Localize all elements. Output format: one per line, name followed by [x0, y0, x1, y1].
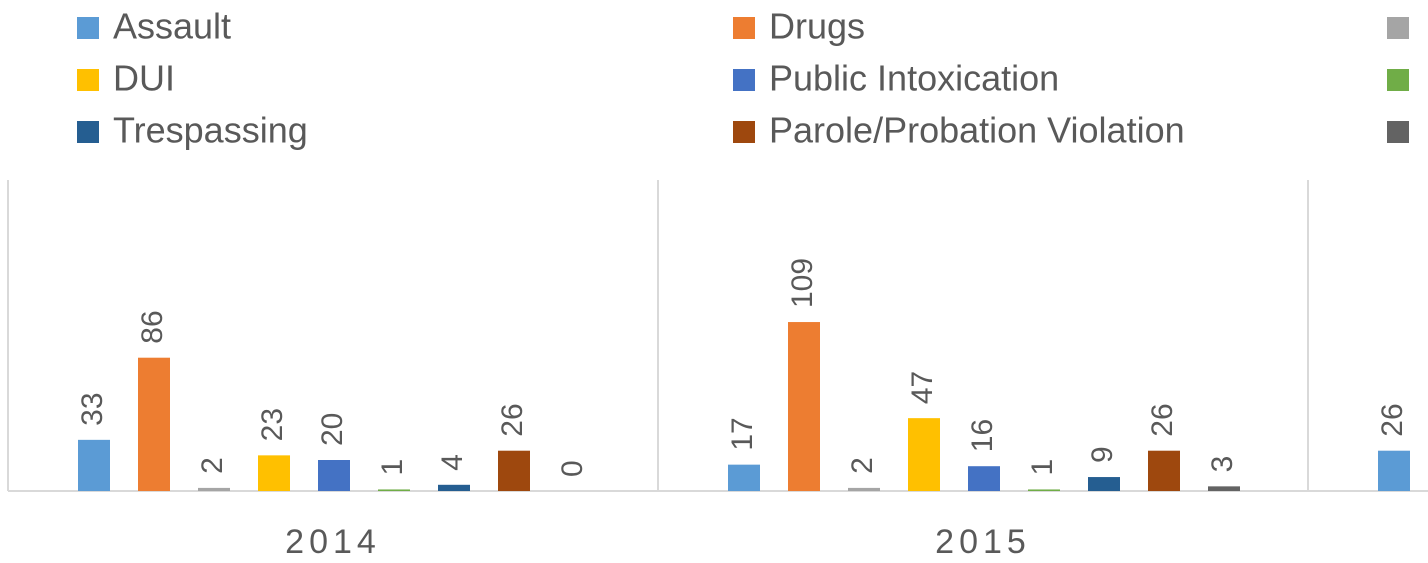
bar: [198, 487, 230, 491]
legend-swatch: [733, 69, 755, 91]
bar: [258, 455, 290, 491]
legend-swatch: [733, 121, 755, 143]
legend-swatch: [1387, 17, 1409, 39]
data-label: 26: [496, 403, 529, 436]
bar: [318, 460, 350, 491]
legend-label: Parole/Probation Violation: [769, 110, 1185, 151]
data-label: 23: [256, 408, 289, 441]
legend-swatch: [1387, 69, 1409, 91]
data-label: 86: [136, 310, 169, 343]
data-label: 0: [556, 460, 589, 477]
data-label: 3: [1206, 456, 1239, 473]
data-label: 1: [376, 459, 409, 476]
data-label: 26: [1376, 403, 1409, 436]
legend-label: Trespassing: [113, 110, 308, 151]
legend-swatch: [733, 17, 755, 39]
data-label: 2: [196, 457, 229, 474]
bar: [78, 439, 110, 491]
legend-label: Assault: [113, 6, 231, 47]
bar: [1148, 450, 1180, 491]
bar: [728, 464, 760, 491]
bar: [1028, 489, 1060, 491]
bar: [908, 418, 940, 491]
data-label: 16: [966, 419, 999, 452]
bar: [438, 484, 470, 491]
data-label: 47: [906, 371, 939, 404]
data-label: 33: [76, 392, 109, 425]
bar: [1378, 450, 1410, 491]
bar: [788, 322, 820, 491]
bar: [138, 357, 170, 491]
data-label: 4: [436, 454, 469, 471]
legend-swatch: [1387, 121, 1409, 143]
data-label: 9: [1086, 446, 1119, 463]
bar: [498, 450, 530, 491]
bar: [1208, 486, 1240, 491]
legend-swatch: [77, 69, 99, 91]
legend-label: Drugs: [769, 6, 865, 47]
bar: [1088, 477, 1120, 491]
bar: [968, 466, 1000, 491]
legend-label: DUI: [113, 58, 175, 99]
data-label: 17: [726, 417, 759, 450]
data-label: 2: [846, 457, 879, 474]
data-label: 20: [316, 413, 349, 446]
x-tick-label: 2014: [285, 523, 381, 561]
legend-label: Public Intoxication: [769, 58, 1059, 99]
data-label: 1: [1026, 459, 1059, 476]
legend-swatch: [77, 121, 99, 143]
legend-swatch: [77, 17, 99, 39]
bar: [848, 487, 880, 491]
x-tick-label: 2015: [935, 523, 1031, 561]
bar: [378, 489, 410, 491]
data-label: 26: [1146, 403, 1179, 436]
data-label: 109: [786, 258, 819, 308]
